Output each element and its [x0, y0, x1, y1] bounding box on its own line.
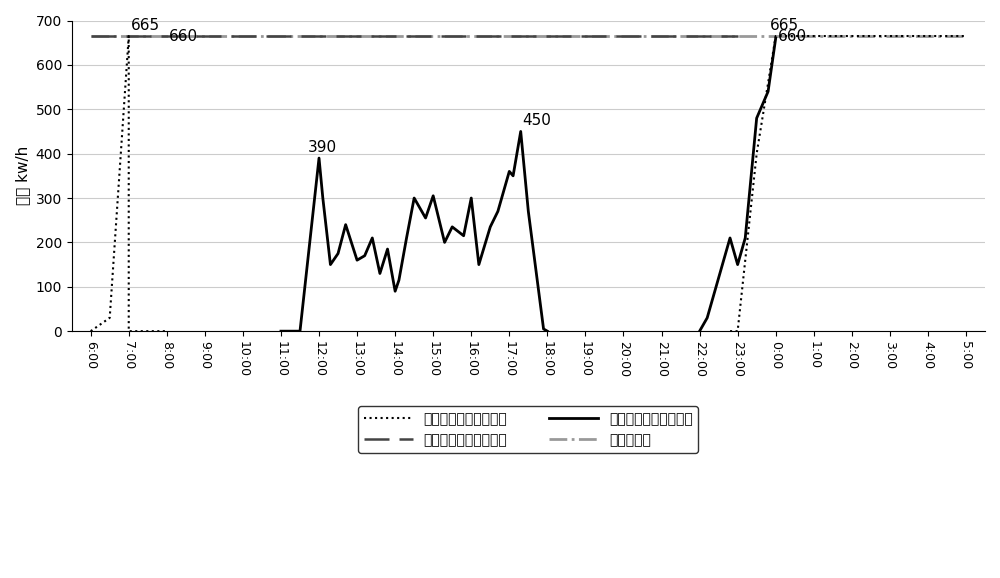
平峰时段实际使用功率	[427, 192, 439, 199]
Text: 660: 660	[169, 28, 198, 43]
Legend: 低谷时段实际使用功率, 高峰时段实际使用功率, 平峰时段实际使用功率, 可用总功率: 低谷时段实际使用功率, 高峰时段实际使用功率, 平峰时段实际使用功率, 可用总功…	[358, 406, 698, 453]
低谷时段实际使用功率	[123, 32, 135, 39]
平峰时段实际使用功率	[317, 195, 329, 202]
平峰时段实际使用功率	[332, 250, 344, 257]
平峰时段实际使用功率	[294, 328, 306, 335]
平峰时段实际使用功率	[473, 261, 485, 268]
平峰时段实际使用功率	[515, 128, 527, 135]
平峰时段实际使用功率	[374, 270, 386, 277]
Line: 平峰时段实际使用功率: 平峰时段实际使用功率	[281, 131, 547, 331]
平峰时段实际使用功率	[420, 214, 432, 221]
平峰时段实际使用功率	[351, 257, 363, 264]
平峰时段实际使用功率	[389, 288, 401, 295]
平峰时段实际使用功率	[382, 246, 394, 253]
平峰时段实际使用功率	[538, 325, 550, 332]
平峰时段实际使用功率	[522, 208, 534, 215]
平峰时段实际使用功率	[465, 195, 477, 202]
平峰时段实际使用功率	[401, 235, 413, 242]
Text: 660: 660	[778, 28, 807, 43]
平峰时段实际使用功率	[393, 277, 405, 284]
平峰时段实际使用功率	[446, 224, 458, 231]
Y-axis label: 功率 kw/h: 功率 kw/h	[15, 146, 30, 205]
平峰时段实际使用功率	[408, 195, 420, 202]
平峰时段实际使用功率	[458, 232, 470, 239]
高峰时段实际使用功率	[85, 32, 97, 39]
Text: 390: 390	[308, 139, 337, 154]
平峰时段实际使用功率	[507, 172, 519, 179]
低谷时段实际使用功率	[104, 314, 116, 321]
Line: 低谷时段实际使用功率: 低谷时段实际使用功率	[91, 36, 167, 331]
Text: 450: 450	[523, 113, 551, 128]
低谷时段实际使用功率	[123, 328, 135, 335]
平峰时段实际使用功率	[324, 261, 336, 268]
平峰时段实际使用功率	[492, 208, 504, 215]
平峰时段实际使用功率	[359, 252, 371, 259]
Text: 665: 665	[131, 18, 160, 33]
平峰时段实际使用功率	[313, 154, 325, 161]
平峰时段实际使用功率	[439, 239, 451, 246]
平峰时段实际使用功率	[541, 328, 553, 335]
低谷时段实际使用功率	[161, 328, 173, 335]
低谷时段实际使用功率	[85, 328, 97, 335]
平峰时段实际使用功率	[366, 235, 378, 242]
平峰时段实际使用功率	[275, 328, 287, 335]
Text: 665: 665	[770, 18, 799, 33]
平峰时段实际使用功率	[503, 168, 515, 175]
平峰时段实际使用功率	[340, 221, 352, 228]
平峰时段实际使用功率	[484, 224, 496, 231]
高峰时段实际使用功率	[732, 32, 744, 39]
